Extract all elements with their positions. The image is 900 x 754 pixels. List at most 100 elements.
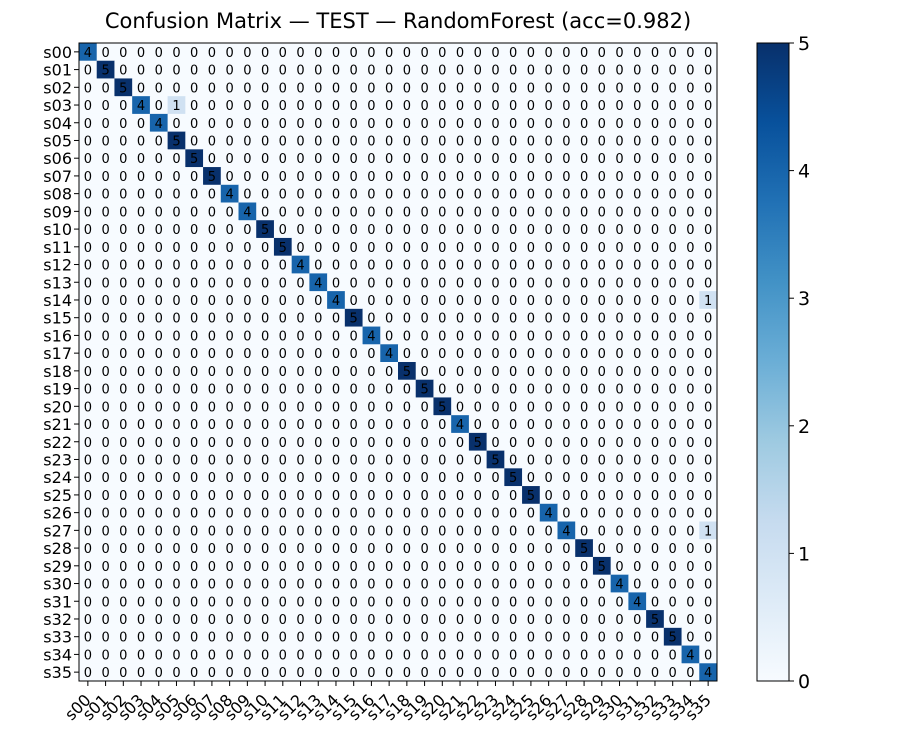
cell-value-label: 0 <box>243 170 251 185</box>
cell-value-label: 0 <box>367 542 375 557</box>
cell-value-label: 0 <box>243 471 251 486</box>
cell-value-label: 0 <box>137 453 145 468</box>
heatmap-cell <box>646 131 665 150</box>
cell-value-label: 0 <box>350 383 358 398</box>
cell-value-label: 0 <box>243 631 251 646</box>
cell-value-label: 0 <box>562 223 570 238</box>
cell-value-label: 0 <box>243 223 251 238</box>
cell-value-label: 0 <box>332 259 340 274</box>
cell-value-label: 0 <box>615 329 623 344</box>
heatmap-cell <box>362 291 381 310</box>
cell-value-label: 0 <box>208 188 216 203</box>
cell-value-label: 0 <box>367 46 375 61</box>
cell-value-label: 0 <box>101 578 109 593</box>
heatmap-cell <box>522 96 541 115</box>
heatmap-cell <box>362 167 381 186</box>
cell-value-label: 4 <box>137 99 145 114</box>
cell-value-label: 0 <box>190 436 198 451</box>
heatmap-cell <box>114 113 133 133</box>
heatmap-cell <box>610 96 629 115</box>
heatmap-cell <box>504 308 523 327</box>
cell-value-label: 0 <box>527 666 535 681</box>
cell-value-label: 0 <box>296 81 304 96</box>
heatmap-cell <box>522 167 541 186</box>
cell-value-label: 0 <box>598 507 606 522</box>
cell-value-label: 0 <box>172 329 180 344</box>
cell-value-label: 0 <box>279 99 287 114</box>
cell-value-label: 0 <box>669 648 677 663</box>
cell-value-label: 0 <box>562 152 570 167</box>
cell-value-label: 0 <box>155 294 163 309</box>
cell-value-label: 0 <box>669 259 677 274</box>
y-tick-label: s27 <box>43 521 72 540</box>
cell-value-label: 0 <box>101 471 109 486</box>
cell-value-label: 0 <box>615 383 623 398</box>
heatmap-cell <box>433 291 452 310</box>
heatmap-cell <box>415 273 434 292</box>
cell-value-label: 0 <box>296 418 304 433</box>
heatmap-cell <box>433 113 452 133</box>
cell-value-label: 0 <box>296 471 304 486</box>
heatmap-cell <box>167 308 186 327</box>
heatmap-cell <box>539 96 558 115</box>
heatmap-cell <box>96 273 115 292</box>
cell-value-label: 0 <box>190 46 198 61</box>
heatmap-cell <box>273 273 293 292</box>
heatmap-cell <box>663 291 682 310</box>
cell-value-label: 0 <box>633 329 641 344</box>
heatmap-cell <box>167 167 186 186</box>
cell-value-label: 0 <box>279 259 287 274</box>
y-tick-label: s18 <box>43 362 72 381</box>
heatmap-cell <box>344 326 363 345</box>
cell-value-label: 0 <box>598 276 606 291</box>
heatmap-cell <box>273 60 293 79</box>
cell-value-label: 0 <box>438 241 446 256</box>
heatmap-cell <box>167 43 186 62</box>
cell-value-label: 0 <box>651 578 659 593</box>
cell-value-label: 0 <box>527 542 535 557</box>
cell-value-label: 0 <box>119 471 127 486</box>
cell-value-label: 0 <box>119 64 127 79</box>
cell-value-label: 0 <box>704 365 712 380</box>
heatmap-cell <box>344 149 363 168</box>
heatmap-cell <box>327 291 346 310</box>
heatmap-cell <box>238 202 257 221</box>
cell-value-label: 0 <box>456 170 464 185</box>
cell-value-label: 0 <box>633 418 641 433</box>
cell-value-label: 0 <box>137 347 145 362</box>
heatmap-cell <box>273 149 293 168</box>
cell-value-label: 0 <box>243 578 251 593</box>
heatmap-cell <box>220 202 239 221</box>
cell-value-label: 0 <box>456 276 464 291</box>
heatmap-cell <box>699 131 718 150</box>
heatmap-cell <box>327 131 346 150</box>
cell-value-label: 0 <box>438 471 446 486</box>
heatmap-cell <box>203 78 222 97</box>
cell-value-label: 0 <box>208 46 216 61</box>
cell-value-label: 0 <box>137 418 145 433</box>
heatmap-cell <box>468 326 488 345</box>
cell-value-label: 0 <box>101 188 109 203</box>
cell-value-label: 0 <box>385 64 393 79</box>
cell-value-label: 0 <box>615 489 623 504</box>
cell-value-label: 0 <box>562 46 570 61</box>
cell-value-label: 0 <box>350 418 358 433</box>
heatmap-cell <box>575 255 594 274</box>
cell-value-label: 0 <box>137 294 145 309</box>
heatmap-cell <box>415 291 434 310</box>
cell-value-label: 0 <box>119 276 127 291</box>
heatmap-cell <box>575 149 594 168</box>
cell-value-label: 0 <box>669 294 677 309</box>
heatmap-cell <box>451 60 470 79</box>
cell-value-label: 0 <box>580 312 588 327</box>
heatmap-cell <box>610 202 629 221</box>
cell-value-label: 0 <box>385 471 393 486</box>
cell-value-label: 0 <box>279 46 287 61</box>
heatmap-cell <box>149 167 169 186</box>
cell-value-label: 0 <box>155 170 163 185</box>
cell-value-label: 0 <box>101 117 109 132</box>
cell-value-label: 0 <box>686 489 694 504</box>
cell-value-label: 0 <box>651 134 659 149</box>
heatmap-cell <box>592 237 612 257</box>
heatmap-cell <box>167 273 186 292</box>
